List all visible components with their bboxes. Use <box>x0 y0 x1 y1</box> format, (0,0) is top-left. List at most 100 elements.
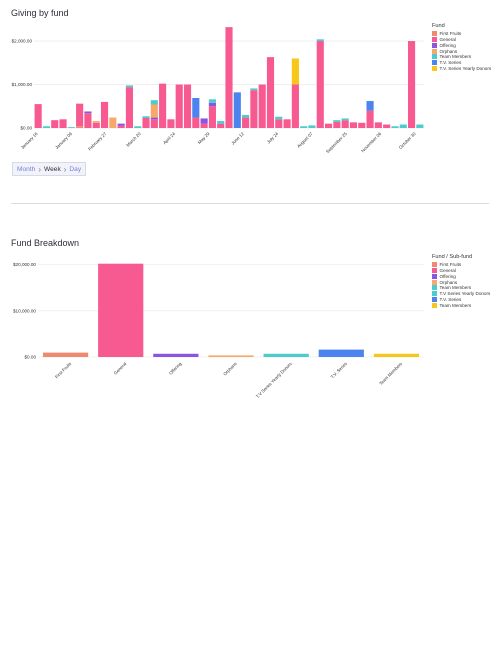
legend-item[interactable]: T.V. Series <box>432 297 490 303</box>
legend-title: Fund / Sub-fund <box>432 254 473 260</box>
bar-segment <box>109 117 117 128</box>
legend-swatch <box>432 42 437 48</box>
bar-segment <box>192 98 200 118</box>
legend-item[interactable]: General <box>432 267 490 273</box>
bar-segment <box>117 123 125 126</box>
bar-segment <box>250 90 258 128</box>
legend-item[interactable]: General <box>432 36 491 42</box>
legend-item[interactable]: First Fruits <box>432 261 490 267</box>
legend-label: Team Members <box>439 303 472 309</box>
legend-item[interactable]: T.V. Series <box>432 60 491 66</box>
legend-item[interactable]: Team Members <box>432 303 490 309</box>
bar-segment <box>84 113 92 128</box>
x-tick-label: First Fruits <box>54 361 73 380</box>
bar-segment <box>383 124 391 128</box>
legend-item[interactable]: T.V Series Yearly Donors <box>432 291 490 297</box>
bar-segment <box>84 111 92 114</box>
bar-segment <box>341 118 349 121</box>
bar-segment <box>208 106 216 128</box>
legend-item[interactable]: Offering <box>432 42 491 48</box>
bar-segment <box>275 119 283 128</box>
breadcrumb-day[interactable]: Day <box>69 165 82 173</box>
legend-item[interactable]: First Fruits <box>432 30 491 36</box>
x-tick-label: Team Members <box>378 361 403 386</box>
bar-segment <box>208 102 216 107</box>
bar-segment <box>67 127 75 128</box>
bar-segment <box>341 120 349 128</box>
bar-segment <box>183 84 192 128</box>
legend-label: T.V Series Yearly Donors <box>439 291 491 297</box>
chevron-right-icon: › <box>63 164 67 174</box>
chart-title-giving: Giving by fund <box>11 8 69 18</box>
legend-title: Fund <box>432 23 445 29</box>
legend-item[interactable]: Orphans <box>432 279 490 285</box>
bar-segment <box>100 101 109 128</box>
legend-swatch <box>432 267 437 273</box>
bar-segment <box>150 117 158 120</box>
bar-segment <box>358 122 366 128</box>
legend-swatch <box>432 60 437 66</box>
bar-segment <box>308 125 316 128</box>
bar-segment <box>366 101 374 111</box>
legend-label: T.V. Series <box>439 60 462 66</box>
bar-segment <box>407 41 416 128</box>
bar-segment <box>242 114 250 118</box>
legend-swatch <box>432 285 437 291</box>
bar-segment <box>150 104 158 118</box>
y-tick-label: $10,000.00 <box>13 308 36 313</box>
legend-label: T.V. Series Yearly Donors <box>439 66 492 72</box>
bar-segment <box>125 87 133 128</box>
legend-swatch <box>432 36 437 42</box>
legend-label: Orphans <box>439 279 458 285</box>
bar-segment <box>333 120 341 122</box>
drilldown-breadcrumb: Month › Week › Day <box>12 162 87 176</box>
y-tick-label: $1,000.00 <box>12 82 33 87</box>
bar-segment <box>59 119 67 128</box>
bar-segment <box>134 126 142 128</box>
bar-segment <box>76 103 84 127</box>
bar-segment <box>51 120 59 128</box>
bar <box>373 353 420 357</box>
bar-segment <box>258 84 266 128</box>
legend-breakdown: Fund / Sub-fund First Fruits General Offer… <box>432 254 490 309</box>
y-tick-label: $0.00 <box>21 126 33 131</box>
chart-title-breakdown: Fund Breakdown <box>11 238 80 248</box>
legend-label: First Fruits <box>439 30 462 36</box>
bar-segment <box>333 121 341 128</box>
bar-segment <box>42 126 51 128</box>
bar-segment <box>366 110 374 128</box>
legend-label: First Fruits <box>439 261 462 267</box>
bar-segment <box>200 118 208 124</box>
legend-swatch <box>432 30 437 36</box>
x-tick-label: General <box>113 361 128 376</box>
legend-item[interactable]: Orphans <box>432 48 491 54</box>
legend-giving: Fund First Fruits General Offering Orphans T… <box>432 23 491 72</box>
section-divider <box>11 203 489 204</box>
bar-segment <box>250 88 258 91</box>
legend-label: General <box>439 267 456 273</box>
bar-segment <box>291 84 299 128</box>
bar-segment <box>142 118 150 128</box>
bar-segment <box>374 122 382 128</box>
legend-swatch <box>432 303 437 309</box>
legend-item[interactable]: Team Members <box>432 54 491 60</box>
breadcrumb-week[interactable]: Week <box>44 165 61 173</box>
bar-segment <box>200 123 208 128</box>
bar-segment <box>34 104 42 128</box>
bar-segment <box>266 57 275 129</box>
bar <box>42 352 89 357</box>
legend-label: Team Members <box>439 285 472 291</box>
legend-item[interactable]: T.V. Series Yearly Donors <box>432 66 491 72</box>
legend-swatch <box>432 48 437 54</box>
x-tick-label: T.V. Series <box>330 361 349 380</box>
x-tick-label: Offering <box>168 361 183 376</box>
legend-label: Team Members <box>439 54 472 60</box>
breadcrumb-month[interactable]: Month <box>17 165 36 173</box>
legend-swatch <box>432 297 437 303</box>
legend-item[interactable]: Team Members <box>432 285 490 291</box>
bar-segment <box>159 83 167 128</box>
bar-segment <box>125 85 133 88</box>
legend-item[interactable]: Offering <box>432 273 490 279</box>
bar-segment <box>391 126 399 128</box>
